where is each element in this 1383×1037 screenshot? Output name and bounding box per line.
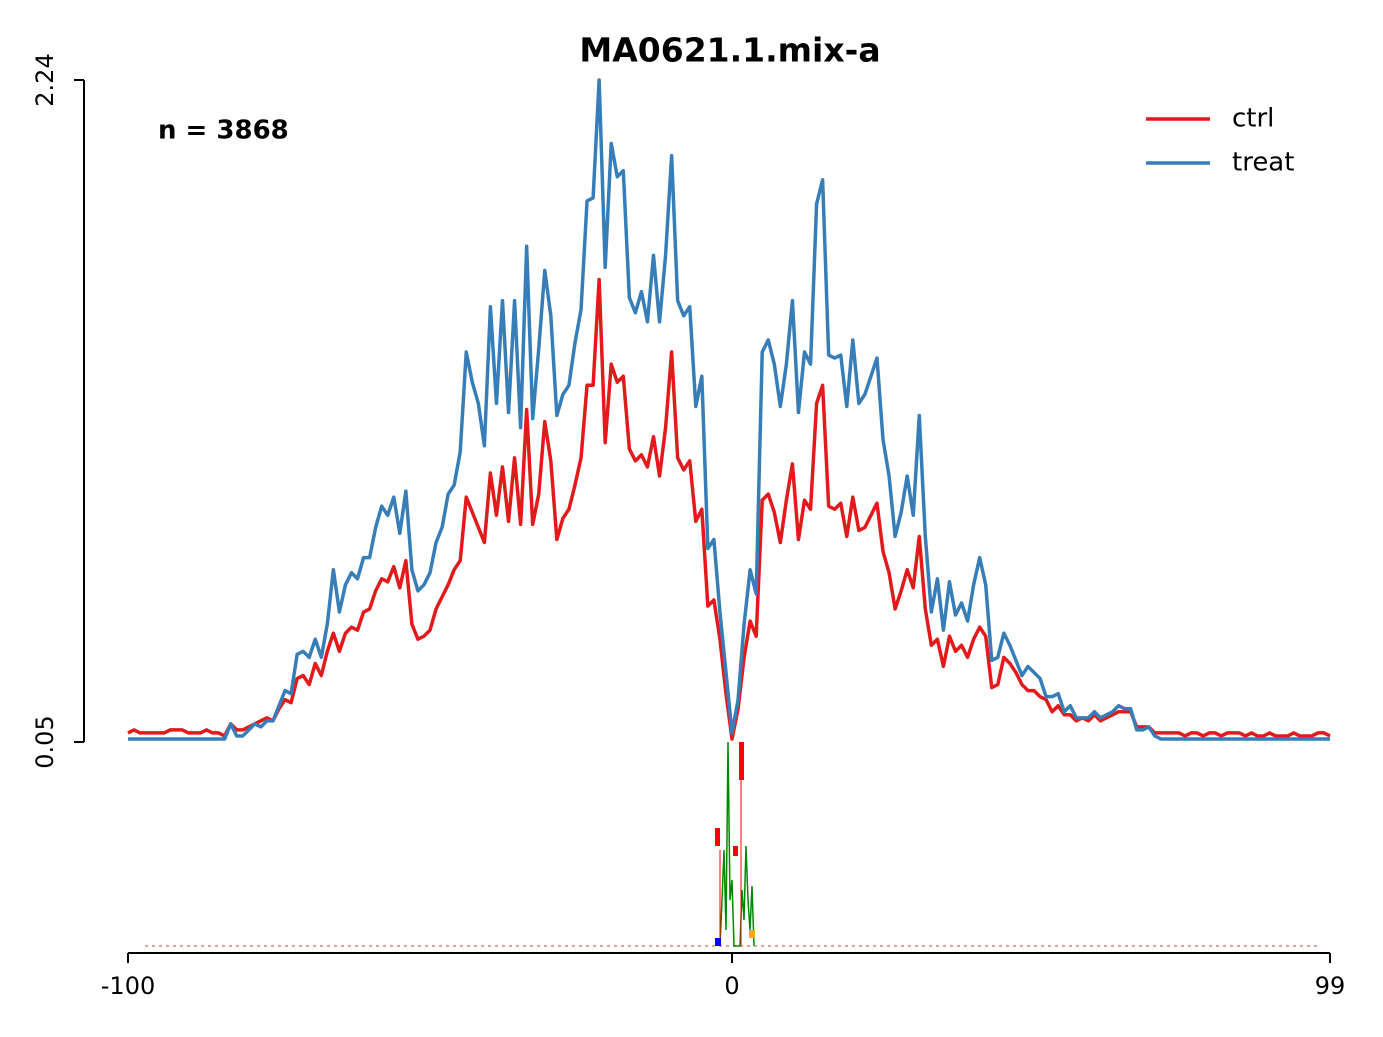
x-tick-label: 0 xyxy=(724,972,739,1000)
x-tick-label: -100 xyxy=(101,972,155,1000)
logo-letter xyxy=(715,938,721,946)
legend-label: ctrl xyxy=(1232,104,1274,134)
logo-letter xyxy=(733,846,738,856)
logo-letter xyxy=(719,741,755,947)
logo-letter xyxy=(749,930,755,938)
x-tick-label: 99 xyxy=(1315,972,1346,1000)
logo-letter xyxy=(739,742,744,780)
line-series xyxy=(128,78,1330,741)
legend-label: treat xyxy=(1232,148,1294,178)
y-tick-label: 0.05 xyxy=(31,715,59,768)
logo-letter xyxy=(715,828,720,846)
line-series xyxy=(127,277,1331,741)
annotation: n = 3868 xyxy=(158,116,289,146)
y-tick-label: 2.24 xyxy=(31,53,59,106)
motif-logo xyxy=(145,741,1320,947)
chart-title: MA0621.1.mix-a xyxy=(579,31,880,70)
